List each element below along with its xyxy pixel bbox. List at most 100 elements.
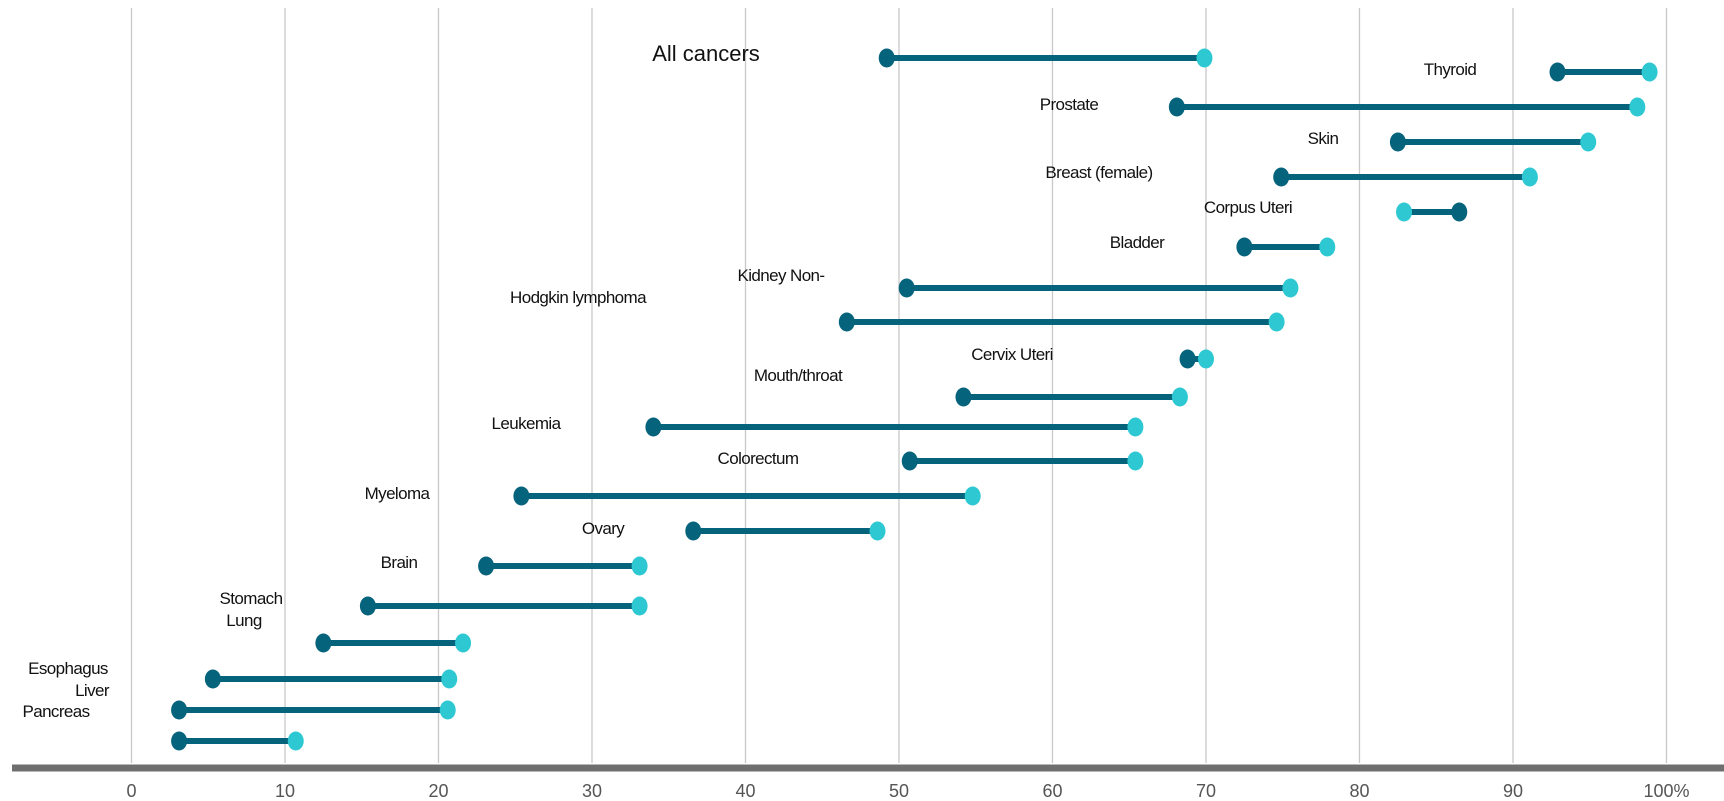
category-label: Leukemia <box>492 414 562 433</box>
dumbbell-row <box>1179 349 1214 369</box>
dumbbell-row <box>878 48 1213 68</box>
dumbbell-row <box>1389 132 1597 152</box>
dumbbell-row <box>685 521 886 541</box>
dumbbell-layer <box>171 48 1658 751</box>
start-point <box>1273 167 1290 187</box>
start-point <box>1451 202 1468 222</box>
start-point <box>1179 349 1196 369</box>
start-point <box>315 633 332 653</box>
start-point <box>171 700 188 720</box>
category-label: Liver <box>75 681 110 700</box>
x-tick-label: 30 <box>582 781 602 801</box>
x-tick-label: 10 <box>275 781 295 801</box>
category-label: Skin <box>1308 129 1339 148</box>
category-label: Prostate <box>1040 95 1099 114</box>
dumbbell-row <box>1168 97 1646 117</box>
start-point <box>838 312 855 332</box>
x-tick-label: 80 <box>1349 781 1369 801</box>
category-label: Kidney Non- <box>738 266 825 285</box>
end-point <box>1171 387 1188 407</box>
x-tick-label: 70 <box>1196 781 1216 801</box>
category-label: Brain <box>381 553 418 572</box>
end-point <box>455 633 472 653</box>
end-point <box>1198 349 1214 369</box>
dumbbell-row <box>478 556 648 576</box>
category-label: Ovary <box>582 519 625 538</box>
category-label-layer: All cancers Thyroid Prostate Skin Breast (fe… <box>22 41 1476 721</box>
start-point <box>685 521 702 541</box>
dumbbell-row <box>1236 237 1336 257</box>
category-label: Lung <box>226 611 262 630</box>
end-point <box>439 700 456 720</box>
end-point <box>1580 132 1597 152</box>
category-label: Colorectum <box>718 449 799 468</box>
category-label: Cervix Uteri <box>971 345 1053 364</box>
category-label: Breast (female) <box>1045 163 1152 182</box>
start-point <box>1549 62 1566 82</box>
start-point <box>1389 132 1406 152</box>
dumbbell-row <box>1396 202 1468 222</box>
x-tick-label: 40 <box>735 781 755 801</box>
start-point <box>478 556 495 576</box>
dumbbell-row <box>898 278 1299 298</box>
category-label: Mouth/throat <box>754 366 843 385</box>
start-point <box>513 486 530 506</box>
end-point <box>1196 48 1213 68</box>
dumbbell-row <box>513 486 981 506</box>
dumbbell-row <box>171 731 304 751</box>
dumbbell-row <box>1273 167 1538 187</box>
end-point <box>1282 278 1299 298</box>
start-point <box>1168 97 1185 117</box>
end-point <box>1629 97 1646 117</box>
end-point <box>1521 167 1538 187</box>
x-tick-label: 20 <box>428 781 448 801</box>
dumbbell-row <box>955 387 1188 407</box>
x-tick-label: 90 <box>1503 781 1523 801</box>
dumbbell-row <box>359 596 648 616</box>
category-label: Myeloma <box>365 484 431 503</box>
start-point <box>955 387 972 407</box>
end-point <box>869 521 886 541</box>
end-point <box>1127 451 1144 471</box>
dumbbell-row <box>204 669 458 689</box>
end-point <box>1127 417 1144 437</box>
x-tick-label: 0 <box>126 781 136 801</box>
category-label: Hodgkin lymphoma <box>510 288 647 307</box>
start-point <box>878 48 895 68</box>
end-point <box>1268 312 1285 332</box>
category-label: Stomach <box>220 589 283 608</box>
category-label: Corpus Uteri <box>1204 198 1292 217</box>
dumbbell-row <box>315 633 472 653</box>
x-tick-label: 60 <box>1042 781 1062 801</box>
dumbbell-row <box>1549 62 1658 82</box>
end-point <box>287 731 304 751</box>
x-axis-tick-layer: 0 10 20 30 40 50 60 70 80 90 100% <box>126 781 1689 801</box>
end-point <box>631 596 648 616</box>
end-point <box>441 669 458 689</box>
x-tick-label: 50 <box>889 781 909 801</box>
start-point <box>645 417 662 437</box>
start-point <box>204 669 221 689</box>
end-point <box>964 486 981 506</box>
dumbbell-row <box>901 451 1144 471</box>
start-point <box>901 451 918 471</box>
category-label: Bladder <box>1110 233 1165 252</box>
end-point <box>1396 202 1413 222</box>
category-label: All cancers <box>652 41 760 66</box>
start-point <box>359 596 376 616</box>
grid-layer <box>130 8 1668 763</box>
dumbbell-row <box>171 700 456 720</box>
category-label: Thyroid <box>1424 60 1477 79</box>
end-point <box>1641 62 1658 82</box>
end-point <box>1319 237 1336 257</box>
dumbbell-row <box>645 417 1144 437</box>
start-point <box>1236 237 1253 257</box>
category-label: Pancreas <box>22 702 89 721</box>
start-point <box>898 278 915 298</box>
end-point <box>631 556 648 576</box>
category-label: Esophagus <box>28 659 108 678</box>
dumbbell-row <box>838 312 1285 332</box>
start-point <box>171 731 188 751</box>
